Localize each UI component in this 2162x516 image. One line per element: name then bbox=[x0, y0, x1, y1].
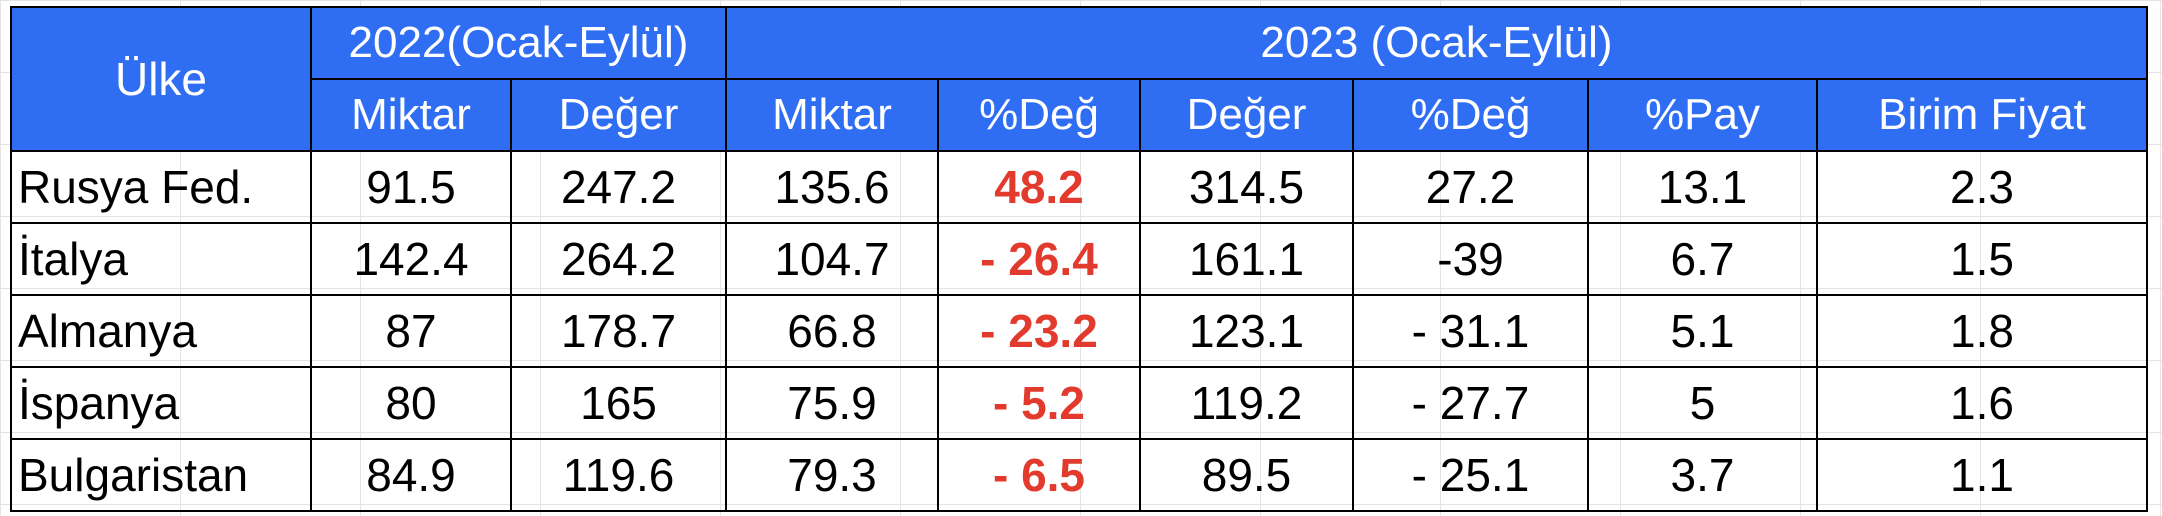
col-header-birim-fiyat: Birim Fiyat bbox=[1816, 78, 2148, 152]
birim-fiyat-cell: 1.8 bbox=[1816, 294, 2148, 368]
deger-2022-cell: 178.7 bbox=[510, 294, 727, 368]
miktar-2022-cell: 142.4 bbox=[310, 222, 512, 296]
country-cell: Almanya bbox=[10, 294, 312, 368]
miktar-2023-cell: 66.8 bbox=[725, 294, 939, 368]
deger-2023-cell: 119.2 bbox=[1139, 366, 1354, 440]
table-row: Almanya 87 178.7 66.8 - 23.2 123.1 - 31.… bbox=[10, 294, 2148, 368]
year-2022-group-header: 2022(Ocak-Eylül) bbox=[310, 6, 727, 80]
header-group-row: Ülke 2022(Ocak-Eylül) 2023 (Ocak-Eylül) bbox=[10, 6, 2148, 152]
country-cell: Rusya Fed. bbox=[10, 150, 312, 224]
deger-2022-cell: 264.2 bbox=[510, 222, 727, 296]
deger-change-cell: - 27.7 bbox=[1352, 366, 1589, 440]
deger-2023-cell: 89.5 bbox=[1139, 438, 1354, 512]
table-row: İtalya 142.4 264.2 104.7 - 26.4 161.1 -3… bbox=[10, 222, 2148, 296]
deger-change-cell: -39 bbox=[1352, 222, 1589, 296]
table-row: İspanya 80 165 75.9 - 5.2 119.2 - 27.7 5… bbox=[10, 366, 2148, 440]
pay-cell: 5 bbox=[1587, 366, 1818, 440]
country-cell: Bulgaristan bbox=[10, 438, 312, 512]
miktar-2023-cell: 135.6 bbox=[725, 150, 939, 224]
deger-2022-cell: 165 bbox=[510, 366, 727, 440]
miktar-change-cell: - 6.5 bbox=[937, 438, 1141, 512]
miktar-2022-cell: 80 bbox=[310, 366, 512, 440]
export-data-table: Ülke 2022(Ocak-Eylül) 2023 (Ocak-Eylül) … bbox=[10, 6, 2148, 512]
birim-fiyat-cell: 1.6 bbox=[1816, 366, 2148, 440]
miktar-2022-cell: 91.5 bbox=[310, 150, 512, 224]
table-row: Bulgaristan 84.9 119.6 79.3 - 6.5 89.5 -… bbox=[10, 438, 2148, 512]
header-column-row: Miktar Değer Miktar %Değ Değer %Değ %Pay… bbox=[11, 78, 2148, 152]
deger-2023-cell: 161.1 bbox=[1139, 222, 1354, 296]
col-header-miktar-2023: Miktar bbox=[725, 78, 939, 152]
pay-cell: 5.1 bbox=[1587, 294, 1818, 368]
col-header-miktar-change: %Değ bbox=[937, 78, 1141, 152]
miktar-change-cell: 48.2 bbox=[937, 150, 1141, 224]
col-header-deger-2023: Değer bbox=[1139, 78, 1354, 152]
deger-change-cell: - 31.1 bbox=[1352, 294, 1589, 368]
country-cell: İspanya bbox=[10, 366, 312, 440]
birim-fiyat-cell: 1.1 bbox=[1816, 438, 2148, 512]
deger-change-cell: - 25.1 bbox=[1352, 438, 1589, 512]
deger-change-cell: 27.2 bbox=[1352, 150, 1589, 224]
col-header-deger-change: %Değ bbox=[1352, 78, 1589, 152]
col-header-pay: %Pay bbox=[1587, 78, 1818, 152]
col-header-miktar-2022: Miktar bbox=[310, 78, 512, 152]
miktar-2022-cell: 84.9 bbox=[310, 438, 512, 512]
birim-fiyat-cell: 1.5 bbox=[1816, 222, 2148, 296]
miktar-2023-cell: 75.9 bbox=[725, 366, 939, 440]
deger-2023-cell: 123.1 bbox=[1139, 294, 1354, 368]
miktar-change-cell: - 23.2 bbox=[937, 294, 1141, 368]
pay-cell: 3.7 bbox=[1587, 438, 1818, 512]
birim-fiyat-cell: 2.3 bbox=[1816, 150, 2148, 224]
table-body: Rusya Fed. 91.5 247.2 135.6 48.2 314.5 2… bbox=[10, 150, 2148, 512]
miktar-change-cell: - 5.2 bbox=[937, 366, 1141, 440]
country-column-header: Ülke bbox=[10, 6, 312, 152]
deger-2022-cell: 119.6 bbox=[510, 438, 727, 512]
year-2023-group-header: 2023 (Ocak-Eylül) bbox=[725, 6, 2148, 80]
deger-2022-cell: 247.2 bbox=[510, 150, 727, 224]
table-row: Rusya Fed. 91.5 247.2 135.6 48.2 314.5 2… bbox=[10, 150, 2148, 224]
miktar-2023-cell: 104.7 bbox=[725, 222, 939, 296]
col-header-deger-2022: Değer bbox=[510, 78, 727, 152]
miktar-change-cell: - 26.4 bbox=[937, 222, 1141, 296]
miktar-2023-cell: 79.3 bbox=[725, 438, 939, 512]
miktar-2022-cell: 87 bbox=[310, 294, 512, 368]
deger-2023-cell: 314.5 bbox=[1139, 150, 1354, 224]
pay-cell: 13.1 bbox=[1587, 150, 1818, 224]
country-cell: İtalya bbox=[10, 222, 312, 296]
pay-cell: 6.7 bbox=[1587, 222, 1818, 296]
table-header: Ülke 2022(Ocak-Eylül) 2023 (Ocak-Eylül) … bbox=[10, 6, 2148, 152]
